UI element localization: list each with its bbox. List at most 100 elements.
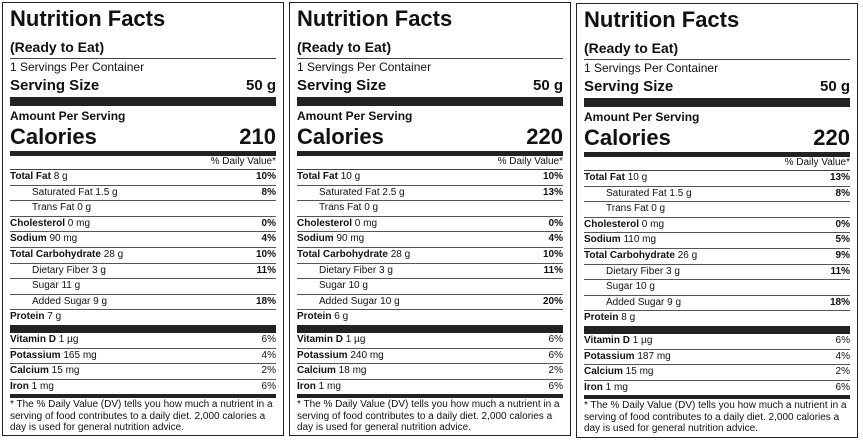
vitamin-amount: 15 mg <box>622 366 654 378</box>
nutrient-amount: 9 g <box>664 296 682 308</box>
vitamin-daily-value: 6% <box>548 333 563 345</box>
footnote: * The % Daily Value (DV) tells you how m… <box>584 395 850 435</box>
nutrient-name: Dietary Fiber <box>32 264 90 276</box>
vitamin-name: Calcium <box>584 366 623 378</box>
nutrient-daily-value: 5% <box>835 234 850 246</box>
vitamin-name: Potassium <box>10 349 61 361</box>
nutrient-row: Dietary Fiber 3 g 11% <box>584 265 850 281</box>
vitamin-row: Calcium 15 mg 2% <box>10 364 276 380</box>
nutrient-amount: 10 g <box>624 172 648 183</box>
vitamin-name: Potassium <box>584 350 635 362</box>
nutrient-rows: Total Fat 8 g 10% Saturated Fat 1.5 g 8% Tra… <box>10 170 276 325</box>
vitamin-name: Vitamin D <box>584 334 630 346</box>
nutrient-amount: 110 mg <box>620 234 657 246</box>
nutrient-amount: 9 g <box>90 295 108 307</box>
vitamin-row: Calcium 18 mg 2% <box>297 364 563 380</box>
vitamin-daily-value: 2% <box>835 366 850 378</box>
nutrient-row: Sugar 10 g <box>297 279 563 295</box>
serving-size-value: 50 g <box>245 77 276 94</box>
nutrient-rows: Total Fat 10 g 13% Saturated Fat 1.5 g 8% Tr… <box>584 171 850 326</box>
nutrient-amount: 7 g <box>44 311 62 323</box>
nutrient-amount: 10 g <box>337 171 361 182</box>
thick-divider <box>297 97 563 106</box>
nutrient-daily-value: 10% <box>255 171 276 182</box>
serving-size-label: Serving Size <box>297 77 387 94</box>
nutrient-name: Dietary Fiber <box>606 265 664 277</box>
nutrient-name: Cholesterol <box>10 217 66 229</box>
nutrient-daily-value: 11% <box>256 264 276 276</box>
nutrient-row: Saturated Fat 1.5 g 8% <box>10 186 276 202</box>
nutrient-row: Added Sugar 9 g 18% <box>584 296 850 312</box>
nutrient-name: Total Carbohydrate <box>584 249 675 261</box>
nutrient-row: Dietary Fiber 3 g 11% <box>297 264 563 280</box>
nutrient-row: Sodium 110 mg 5% <box>584 233 850 249</box>
nutrient-daily-value: 9% <box>835 249 850 261</box>
serving-size-row: Serving Size 50 g <box>297 77 563 95</box>
nutrient-daily-value: 10% <box>542 248 563 260</box>
calories-value: 220 <box>526 124 563 149</box>
nutrient-daily-value: 13% <box>829 172 850 183</box>
calories-label: Calories <box>297 124 384 149</box>
nutrient-name: Total Carbohydrate <box>297 248 388 260</box>
nutrient-row: Protein 6 g <box>297 310 563 325</box>
nutrient-name: Trans Fat <box>606 203 649 215</box>
vitamin-daily-value: 2% <box>261 365 276 377</box>
calories-label: Calories <box>584 125 671 150</box>
nutrient-row: Sodium 90 mg 4% <box>10 232 276 248</box>
nutrient-daily-value: 20% <box>542 295 563 307</box>
vitamin-row: Iron 1 mg 6% <box>584 381 850 396</box>
nutrient-row: Saturated Fat 1.5 g 8% <box>584 187 850 203</box>
nutrition-facts-panel: Nutrition Facts (Ready to Eat) 1 Serving… <box>2 2 284 436</box>
nutrient-row: Trans Fat 0 g <box>10 201 276 217</box>
vitamin-divider <box>297 324 563 333</box>
nutrient-amount: 10 g <box>632 281 655 293</box>
nutrient-amount: 0 mg <box>639 218 665 230</box>
nutrient-name: Sugar <box>606 281 633 293</box>
nutrient-daily-value: 10% <box>255 248 276 260</box>
vitamin-row: Vitamin D 1 µg 6% <box>297 333 563 349</box>
servings-per-container: 1 Servings Per Container <box>10 58 276 74</box>
nutrient-amount: 0 g <box>648 203 666 215</box>
daily-value-header: % Daily Value* <box>584 157 850 171</box>
label-title: Nutrition Facts <box>584 7 740 32</box>
nutrient-row: Cholesterol 0 mg 0% <box>584 218 850 234</box>
vitamin-amount: 15 mg <box>48 365 80 377</box>
serving-size-value: 50 g <box>532 77 563 94</box>
nutrient-name: Saturated Fat <box>319 186 380 198</box>
nutrient-row: Total Fat 8 g 10% <box>10 170 276 186</box>
vitamin-name: Iron <box>297 380 316 392</box>
nutrient-rows: Total Fat 10 g 10% Saturated Fat 2.5 g 13% T… <box>297 170 563 325</box>
nutrient-name: Saturated Fat <box>606 187 667 199</box>
nutrient-daily-value: 11% <box>830 265 850 277</box>
servings-per-container: 1 Servings Per Container <box>584 59 850 75</box>
vitamin-name: Calcium <box>297 365 336 377</box>
nutrient-amount: 0 mg <box>352 217 378 229</box>
vitamin-name: Vitamin D <box>297 333 343 345</box>
vitamin-amount: 187 mg <box>634 350 671 362</box>
nutrient-amount: 8 g <box>618 312 636 324</box>
nutrient-amount: 28 g <box>387 248 411 260</box>
vitamin-daily-value: 6% <box>835 334 850 346</box>
vitamin-row: Iron 1 mg 6% <box>297 380 563 395</box>
nutrient-row: Protein 8 g <box>584 311 850 326</box>
nutrition-facts-panel: Nutrition Facts (Ready to Eat) 1 Serving… <box>576 3 858 438</box>
nutrient-name: Sugar <box>32 280 59 292</box>
servings-per-container: 1 Servings Per Container <box>297 58 563 74</box>
nutrient-daily-value: 4% <box>548 233 563 245</box>
nutrition-facts-panel: Nutrition Facts (Ready to Eat) 1 Serving… <box>289 2 571 436</box>
nutrient-amount: 1.5 g <box>666 187 692 199</box>
vitamin-row: Calcium 15 mg 2% <box>584 365 850 381</box>
nutrient-amount: 11 g <box>58 280 81 292</box>
nutrient-row: Saturated Fat 2.5 g 13% <box>297 186 563 202</box>
nutrient-row: Sodium 90 mg 4% <box>297 232 563 248</box>
nutrient-name: Total Fat <box>10 171 51 182</box>
daily-value-header: % Daily Value* <box>297 156 563 170</box>
vitamin-amount: 1 mg <box>315 380 341 392</box>
nutrient-amount: 3 g <box>89 264 106 276</box>
serving-size-row: Serving Size 50 g <box>10 77 276 95</box>
nutrient-name: Sodium <box>10 233 47 245</box>
medium-divider <box>10 151 276 156</box>
nutrient-row: Added Sugar 10 g 20% <box>297 295 563 311</box>
thick-divider <box>584 98 850 107</box>
nutrient-row: Total Fat 10 g 13% <box>584 171 850 187</box>
